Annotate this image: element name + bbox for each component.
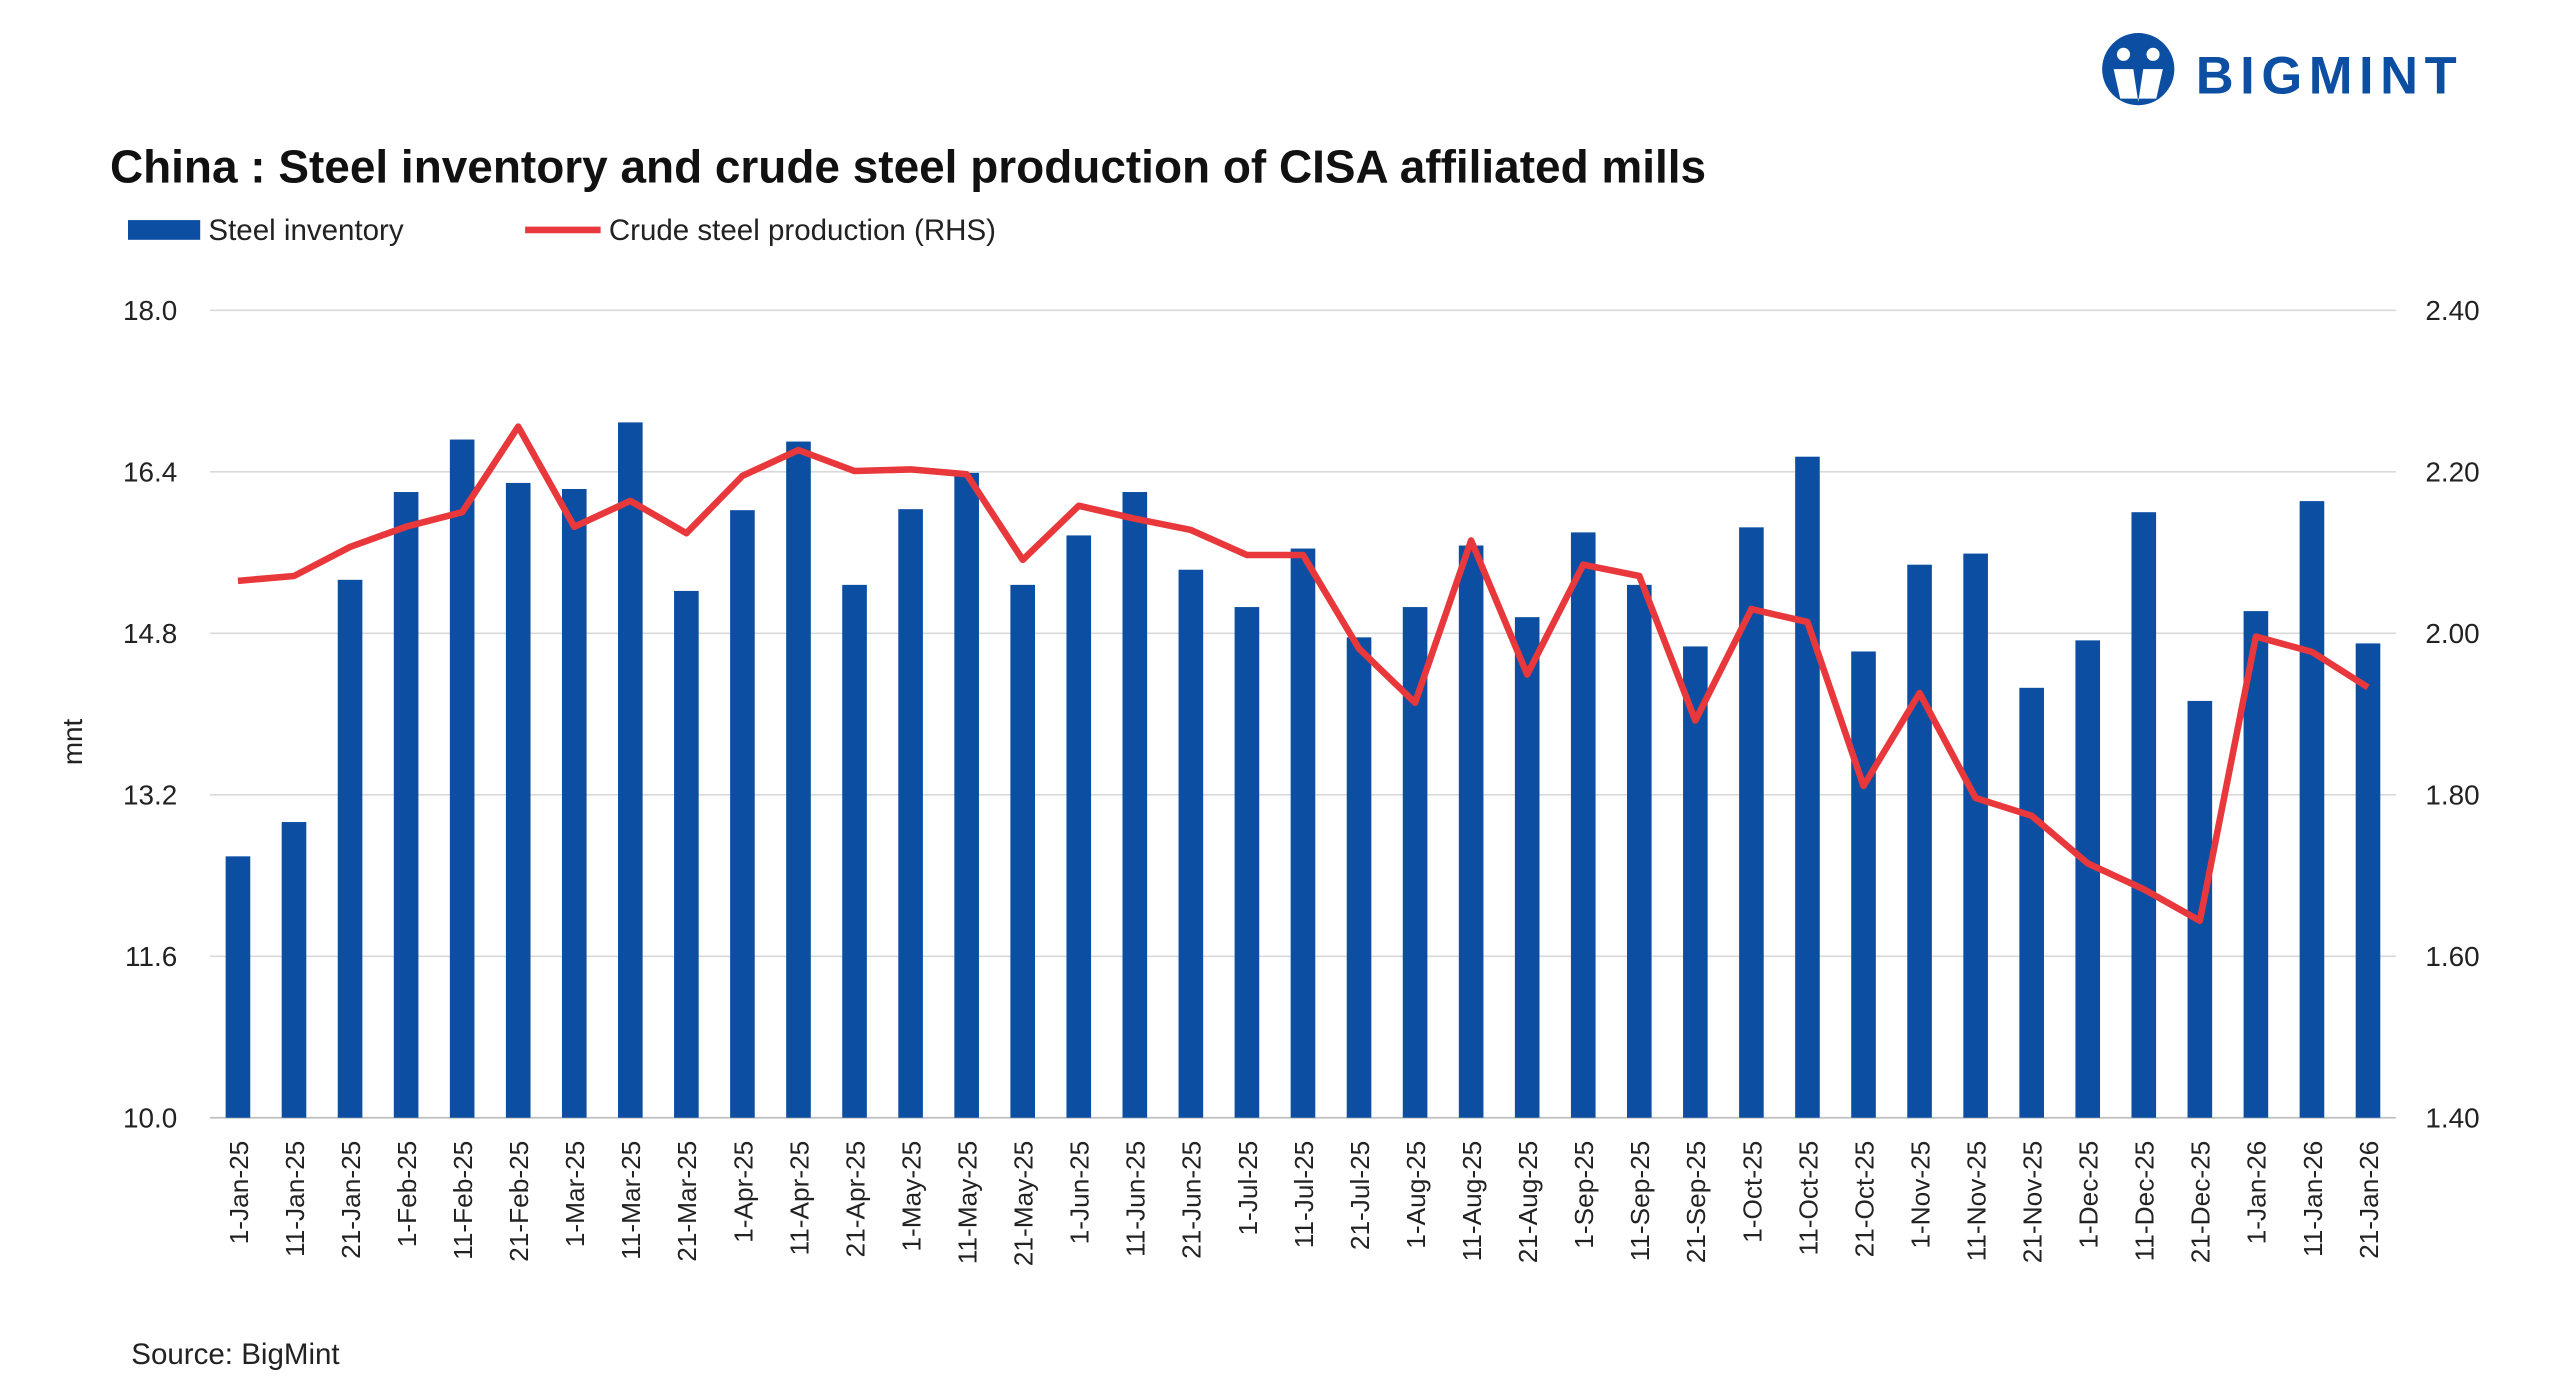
x-tick-label: 21-Jul-25	[1345, 1141, 1375, 1250]
legend-label-line: Crude steel production (RHS)	[609, 214, 996, 247]
x-tick-label: 11-Oct-25	[1793, 1141, 1823, 1256]
x-tick-label: 11-Jul-25	[1289, 1141, 1319, 1249]
x-tick-label: 1-Nov-25	[1905, 1141, 1935, 1249]
x-tick-label: 11-Jan-26	[2298, 1141, 2328, 1257]
bar	[954, 472, 979, 1118]
y-tick-label: 10.0	[123, 1103, 177, 1134]
y-tick-label: 18.0	[123, 295, 177, 326]
x-tick-label: 1-Feb-25	[392, 1141, 422, 1248]
x-tick-label: 11-Aug-25	[1457, 1141, 1487, 1262]
bar	[2131, 512, 2157, 1118]
x-tick-label: 11-Dec-25	[2130, 1141, 2160, 1262]
bar	[1010, 584, 1036, 1118]
x-tick-label: 1-Aug-25	[1401, 1141, 1431, 1249]
bar	[1514, 617, 1540, 1118]
bar	[337, 579, 363, 1118]
bar	[618, 422, 643, 1118]
y2-tick-label: 1.40	[2425, 1103, 2479, 1134]
bar	[225, 856, 251, 1118]
bar	[1290, 548, 1316, 1118]
y-tick-label: 14.8	[123, 618, 177, 649]
y2-tick-label: 1.80	[2425, 780, 2479, 811]
x-tick-label: 11-Nov-25	[1961, 1141, 1991, 1262]
bar	[842, 584, 867, 1118]
legend-swatch-bar	[128, 220, 201, 240]
chart-title: China : Steel inventory and crude steel …	[110, 140, 1706, 192]
bar	[730, 510, 755, 1118]
bar	[1795, 456, 1820, 1118]
bar	[2299, 501, 2325, 1118]
logo-mark	[2102, 33, 2175, 106]
legend: Steel inventory Crude steel production (…	[128, 214, 996, 247]
y-tick-label: 11.6	[125, 941, 177, 972]
x-tick-label: 21-Jun-25	[1177, 1141, 1207, 1259]
x-tick-label: 21-May-25	[1009, 1141, 1039, 1266]
x-tick-label: 21-Feb-25	[504, 1141, 534, 1262]
x-tick-label: 21-Jan-25	[336, 1141, 366, 1259]
bar	[898, 509, 923, 1118]
x-tick-label: 11-Feb-25	[448, 1141, 478, 1260]
bar	[1234, 607, 1260, 1118]
x-tick-label: 1-Jan-25	[224, 1141, 254, 1245]
x-tick-label: 21-Oct-25	[1849, 1141, 1879, 1258]
y2-tick-label: 1.60	[2425, 941, 2479, 972]
x-tick-label: 11-Mar-25	[616, 1141, 646, 1260]
bar	[393, 492, 419, 1118]
x-tick-label: 1-Oct-25	[1737, 1141, 1767, 1243]
bar	[1066, 535, 1092, 1118]
x-tick-label: 11-May-25	[952, 1141, 982, 1265]
bar	[1570, 532, 1596, 1118]
x-tick-label: 1-May-25	[896, 1141, 926, 1252]
x-tick-label: 11-Sep-25	[1625, 1141, 1655, 1262]
logo-text: BIGMINT	[2196, 47, 2464, 106]
bar	[1626, 584, 1652, 1118]
x-tick-label: 11-Apr-25	[784, 1141, 814, 1256]
bar	[1346, 637, 1372, 1118]
x-tick-label: 1-Jan-26	[2242, 1141, 2272, 1245]
bar	[505, 482, 531, 1118]
bar	[786, 441, 811, 1118]
y-tick-label: 16.4	[123, 457, 177, 488]
x-tick-label: 1-Dec-25	[2074, 1141, 2104, 1249]
y-axis-label: mnt	[57, 718, 88, 765]
x-tick-label: 1-Apr-25	[728, 1141, 758, 1243]
x-tick-label: 11-Jun-25	[1121, 1141, 1151, 1257]
legend-label-bar: Steel inventory	[208, 214, 403, 247]
bar	[561, 488, 587, 1118]
x-tick-label: 21-Jan-26	[2354, 1141, 2384, 1259]
bar	[1907, 564, 1932, 1118]
bar	[2075, 640, 2101, 1118]
y2-tick-label: 2.00	[2425, 618, 2479, 649]
x-tick-label: 1-Mar-25	[560, 1141, 590, 1248]
bar	[2243, 611, 2269, 1118]
bar	[281, 822, 307, 1118]
x-tick-label: 21-Dec-25	[2186, 1141, 2216, 1264]
x-tick-label: 1-Jul-25	[1233, 1141, 1263, 1236]
production-line	[237, 423, 2370, 925]
source-note: Source: BigMint	[131, 1338, 339, 1371]
bar	[1458, 545, 1484, 1118]
y2-tick-label: 2.40	[2425, 295, 2479, 326]
x-tick-label: 11-Jan-25	[280, 1141, 310, 1257]
x-tick-label: 21-Apr-25	[840, 1141, 870, 1258]
x-tick-label: 21-Nov-25	[2018, 1141, 2048, 1264]
bar	[2355, 643, 2381, 1118]
x-tick-label: 1-Sep-25	[1569, 1141, 1599, 1249]
y2-tick-label: 2.20	[2425, 457, 2479, 488]
x-tick-label: 21-Sep-25	[1681, 1141, 1711, 1264]
bar	[2019, 687, 2044, 1118]
bar	[1963, 553, 1988, 1118]
x-tick-label: 1-Jun-25	[1065, 1141, 1095, 1245]
bar	[1122, 492, 1148, 1118]
x-tick-label: 21-Mar-25	[672, 1141, 702, 1262]
brand-logo: BIGMINT	[2102, 33, 2464, 106]
bar	[674, 590, 699, 1118]
bar	[1178, 569, 1204, 1118]
bar	[449, 439, 475, 1118]
y-tick-label: 13.2	[123, 780, 177, 811]
x-tick-label: 21-Aug-25	[1513, 1141, 1543, 1264]
bar	[1851, 651, 1876, 1118]
bar	[1683, 646, 1708, 1118]
